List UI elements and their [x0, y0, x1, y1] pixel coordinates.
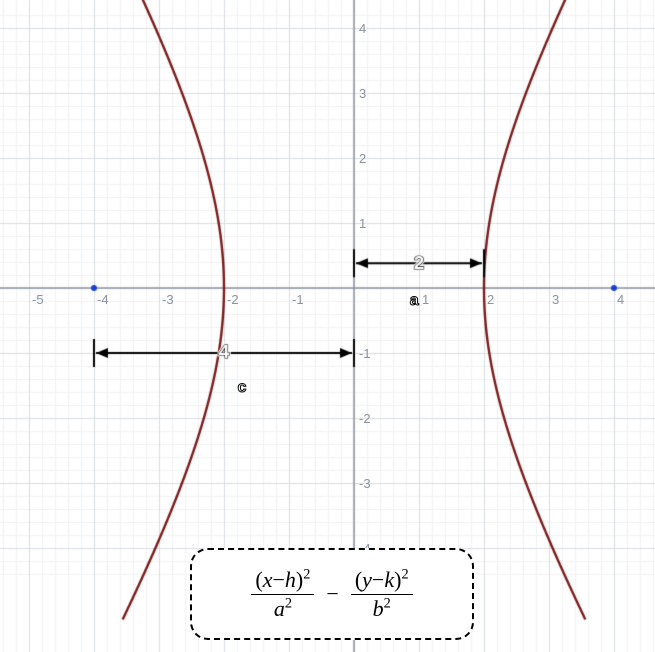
formula-minus1: −	[273, 567, 285, 592]
formula-a: a	[274, 596, 285, 621]
xtick-label: 3	[552, 292, 559, 307]
xtick-label: -1	[292, 292, 304, 307]
formula-term2-den: b2	[369, 597, 395, 620]
formula-term1-den: a2	[270, 597, 296, 620]
formula-y: y	[362, 567, 372, 592]
formula-x: x	[263, 567, 273, 592]
formula-term1-num: (x−h)2	[251, 568, 314, 591]
dimension-letter: a	[410, 292, 419, 310]
xtick-label: 2	[487, 292, 494, 307]
ytick-label: 4	[359, 21, 366, 36]
ytick-label: 2	[359, 151, 366, 166]
formula-box: (x−h)2 a2 − (y−k)2 b2	[190, 548, 474, 640]
formula-op: −	[324, 581, 340, 607]
xtick-label: -5	[32, 292, 44, 307]
xtick-label: 4	[617, 292, 624, 307]
xtick-label: -3	[162, 292, 174, 307]
ytick-label: 3	[359, 86, 366, 101]
ytick-label: -2	[359, 411, 371, 426]
formula-term1: (x−h)2 a2	[251, 568, 314, 619]
ytick-label: 1	[359, 216, 366, 231]
formula-term2: (y−k)2 b2	[351, 568, 413, 619]
formula-b: b	[373, 596, 384, 621]
formula-minus2: −	[372, 567, 384, 592]
ytick-label: -3	[359, 476, 371, 491]
formula-h: h	[285, 567, 296, 592]
formula-term2-num: (y−k)2	[351, 568, 413, 591]
dimension-letter: c	[238, 379, 247, 397]
xtick-label: -4	[97, 292, 109, 307]
formula-k: k	[384, 567, 394, 592]
xtick-label: -2	[227, 292, 239, 307]
xtick-label: 1	[422, 292, 429, 307]
ytick-label: -1	[359, 346, 371, 361]
